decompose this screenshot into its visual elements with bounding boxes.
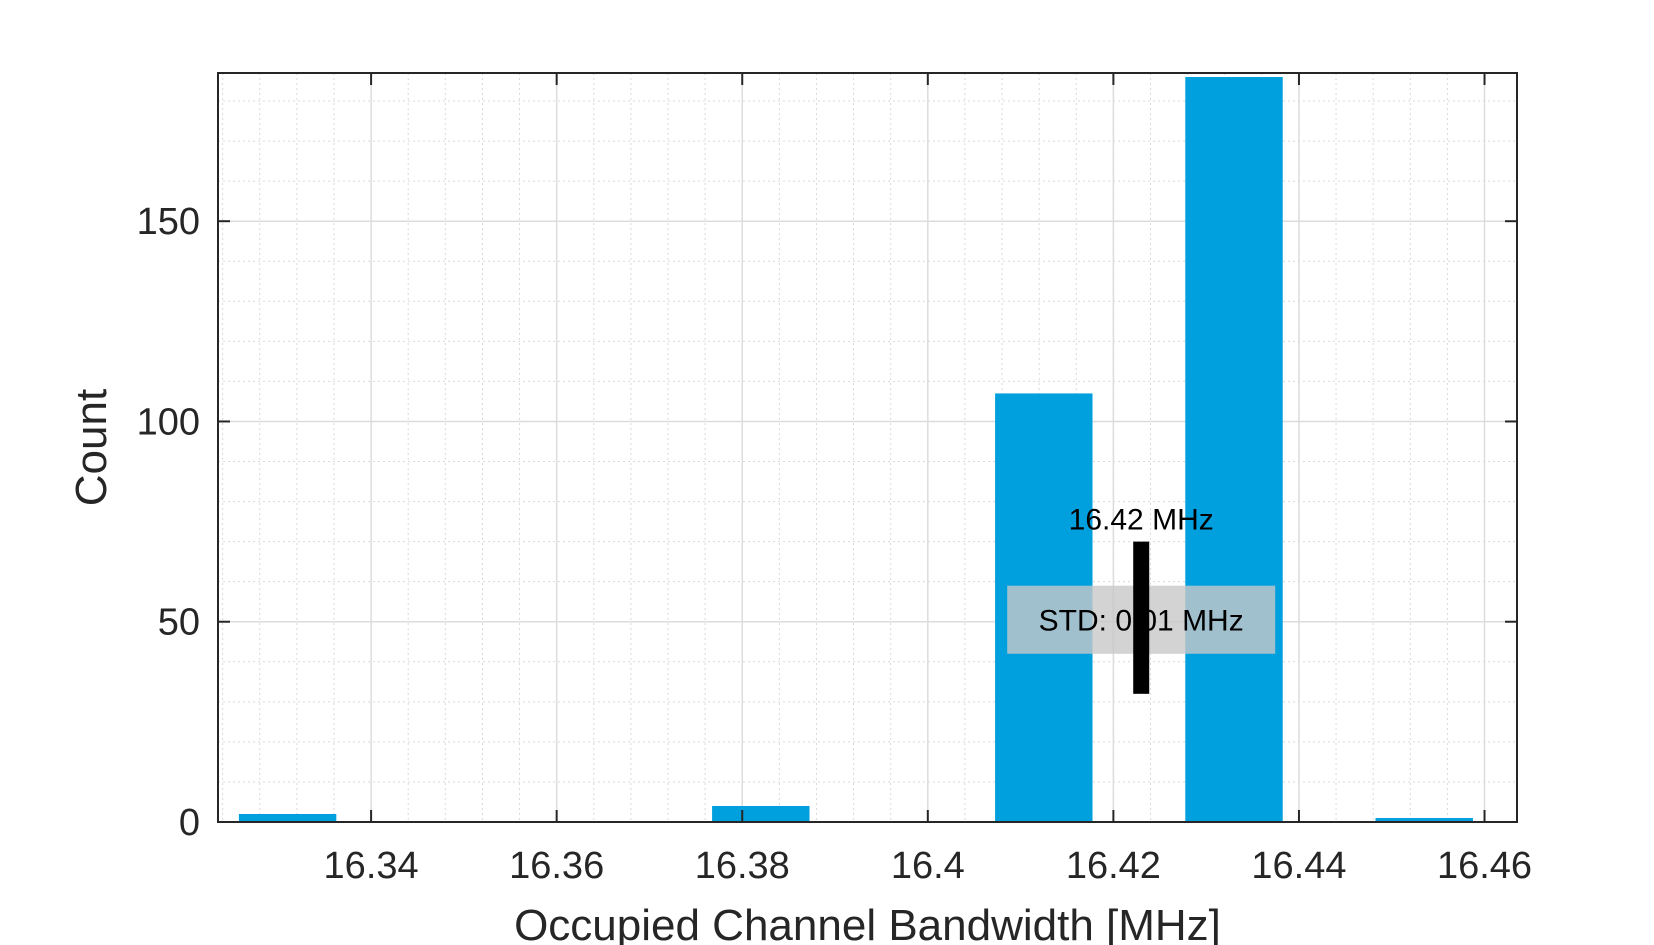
x-tick-label: 16.36: [509, 845, 604, 887]
y-tick-label: 50: [158, 602, 200, 644]
histogram-bar: [238, 813, 337, 822]
plot-frame: [217, 72, 1518, 823]
std-label: STD: 0.01 MHz: [1039, 605, 1244, 638]
x-tick-label: 16.38: [695, 845, 790, 887]
tick-marks: [218, 73, 1517, 823]
y-tick-labels: 0 50 100 150: [137, 201, 200, 844]
mean-std-annotation: 16.42 MHz STD: 0.01 MHz: [1007, 504, 1276, 694]
mean-errorbar: [1133, 541, 1150, 694]
x-tick-label: 16.34: [324, 845, 419, 887]
x-axis-label: Occupied Channel Bandwidth [MHz]: [514, 901, 1221, 945]
y-axis-label: Count: [67, 389, 116, 506]
histogram-bar: [1185, 77, 1283, 822]
histogram-bar: [1375, 817, 1473, 822]
x-tick-labels: 16.34 16.36 16.38 16.4 16.42 16.44 16.46: [324, 845, 1533, 887]
x-tick-label: 16.44: [1251, 845, 1346, 887]
y-tick-label: 150: [137, 201, 200, 243]
y-tick-label: 0: [179, 802, 200, 844]
histogram-bar: [712, 805, 810, 822]
plot-area: [218, 73, 1517, 822]
y-tick-label: 100: [137, 401, 200, 443]
x-tick-label: 16.46: [1437, 845, 1532, 887]
x-tick-label: 16.4: [891, 845, 965, 887]
x-tick-label: 16.42: [1066, 845, 1161, 887]
mean-label: 16.42 MHz: [1069, 504, 1214, 537]
